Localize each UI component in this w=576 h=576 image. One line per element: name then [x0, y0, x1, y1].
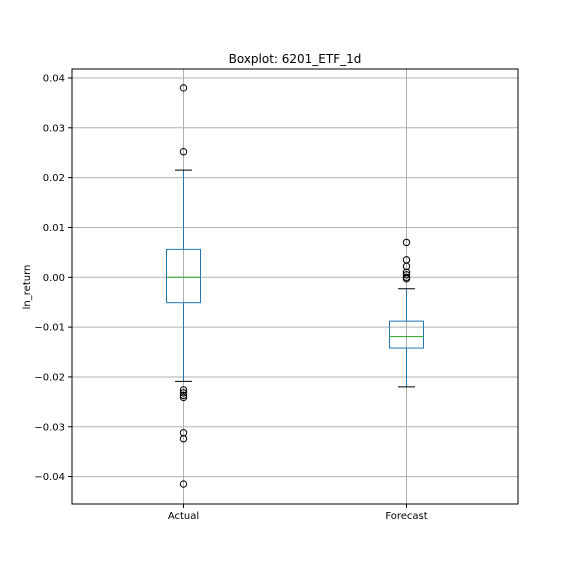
y-tick-label: 0.04	[43, 73, 65, 84]
outlier-point	[179, 393, 188, 402]
outlier-point	[179, 435, 188, 443]
tick-layer: 0.04 0.03 0.02 0.01 0.00 −0.01 −0.02 −0.03 −0.04…	[34, 73, 427, 522]
y-tick-label: −0.04	[34, 472, 65, 483]
outlier-point	[179, 386, 188, 394]
outlier-point	[402, 238, 411, 247]
outlier-point	[179, 391, 188, 400]
y-tick-label: −0.02	[34, 372, 65, 383]
x-tick-label: Actual	[168, 511, 199, 522]
box-actual	[166, 84, 201, 488]
x-tick-label: Forecast	[385, 511, 427, 522]
outlier-point	[179, 389, 188, 397]
y-tick-label: −0.01	[34, 323, 65, 334]
plot-frame	[71, 68, 519, 505]
y-tick-label: 0.01	[43, 223, 65, 234]
box-layer	[166, 84, 424, 488]
y-axis-title: ln_return	[22, 265, 33, 310]
y-tick-label: 0.00	[43, 273, 65, 284]
chart-title: Boxplot: 6201_ETF_1d	[229, 52, 362, 66]
outlier-point	[402, 271, 411, 279]
outlier-point	[179, 84, 188, 92]
box-forecast	[389, 238, 424, 388]
y-tick-label: 0.02	[43, 173, 65, 184]
y-tick-label: 0.03	[43, 123, 65, 134]
iqr-box	[166, 248, 201, 304]
outlier-point	[402, 275, 411, 283]
y-tick-label: −0.03	[34, 422, 65, 433]
iqr-box	[389, 320, 424, 349]
outlier-point	[179, 148, 188, 156]
outlier-point	[179, 480, 188, 488]
grid-layer	[72, 69, 518, 504]
